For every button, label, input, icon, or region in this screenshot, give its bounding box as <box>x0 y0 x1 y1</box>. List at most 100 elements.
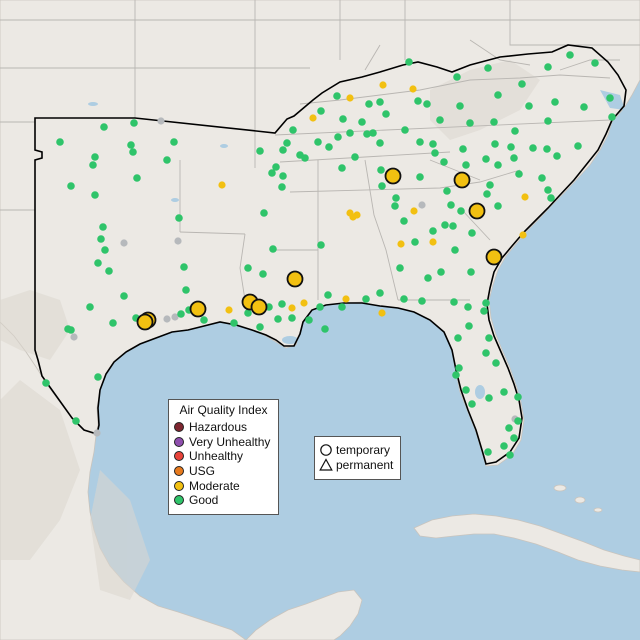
monitor-marker-good[interactable] <box>429 140 437 148</box>
monitor-marker-good[interactable] <box>120 292 128 300</box>
monitor-marker-good[interactable] <box>175 214 183 222</box>
monitor-marker-good[interactable] <box>42 379 50 387</box>
monitor-marker-good[interactable] <box>283 139 291 147</box>
monitor-marker-good[interactable] <box>514 417 522 425</box>
monitor-marker-good[interactable] <box>378 182 386 190</box>
monitor-marker-good[interactable] <box>485 394 493 402</box>
monitor-marker-good[interactable] <box>91 153 99 161</box>
monitor-marker-good[interactable] <box>424 274 432 282</box>
monitor-marker-good[interactable] <box>67 326 75 334</box>
monitor-marker-good[interactable] <box>274 315 282 323</box>
monitor-marker-good[interactable] <box>109 319 117 327</box>
monitor-marker-moderate[interactable] <box>342 295 350 303</box>
monitor-marker-good[interactable] <box>566 51 574 59</box>
monitor-marker-unknown[interactable] <box>93 429 101 437</box>
monitor-marker-good[interactable] <box>453 73 461 81</box>
monitor-marker-good[interactable] <box>363 130 371 138</box>
monitor-marker-good[interactable] <box>94 259 102 267</box>
monitor-marker-good[interactable] <box>507 143 515 151</box>
monitor-marker-good[interactable] <box>269 245 277 253</box>
monitor-marker-good[interactable] <box>544 63 552 71</box>
monitor-marker-good[interactable] <box>525 102 533 110</box>
monitor-marker-moderate[interactable] <box>346 94 354 102</box>
monitor-marker-good[interactable] <box>454 334 462 342</box>
monitor-marker-good[interactable] <box>606 94 614 102</box>
monitor-marker-moderate[interactable] <box>288 304 296 312</box>
monitor-marker-unknown[interactable] <box>418 201 426 209</box>
monitor-marker-good[interactable] <box>177 310 185 318</box>
monitor-marker-good[interactable] <box>511 127 519 135</box>
monitor-marker-moderate[interactable] <box>519 231 527 239</box>
monitor-marker-good[interactable] <box>423 100 431 108</box>
monitor-marker-good[interactable] <box>538 174 546 182</box>
monitor-marker-good[interactable] <box>482 299 490 307</box>
monitor-marker-good[interactable] <box>89 161 97 169</box>
monitor-marker-good[interactable] <box>382 110 390 118</box>
monitor-marker-moderate[interactable] <box>397 240 405 248</box>
monitor-marker-good[interactable] <box>376 289 384 297</box>
monitor-marker-good[interactable] <box>580 103 588 111</box>
monitor-marker-unknown[interactable] <box>120 239 128 247</box>
monitor-marker-good[interactable] <box>278 183 286 191</box>
monitor-marker-good[interactable] <box>67 182 75 190</box>
monitor-marker-moderate[interactable] <box>429 238 437 246</box>
monitor-marker-good[interactable] <box>56 138 64 146</box>
monitor-marker-good[interactable] <box>551 98 559 106</box>
monitor-marker-good[interactable] <box>490 118 498 126</box>
monitor-marker-moderate[interactable] <box>218 181 226 189</box>
monitor-marker-good[interactable] <box>130 119 138 127</box>
monitor-marker-good[interactable] <box>468 400 476 408</box>
monitor-marker-moderate[interactable] <box>521 193 529 201</box>
monitor-marker-moderate[interactable] <box>410 207 418 215</box>
monitor-marker-good[interactable] <box>170 138 178 146</box>
monitor-marker-moderate-large[interactable] <box>136 313 154 331</box>
monitor-marker-good[interactable] <box>494 202 502 210</box>
monitor-marker-good[interactable] <box>455 364 463 372</box>
monitor-marker-good[interactable] <box>544 117 552 125</box>
monitor-marker-good[interactable] <box>99 223 107 231</box>
monitor-marker-good[interactable] <box>324 291 332 299</box>
monitor-marker-good[interactable] <box>510 434 518 442</box>
monitor-marker-good[interactable] <box>163 156 171 164</box>
monitor-marker-good[interactable] <box>317 107 325 115</box>
monitor-marker-good[interactable] <box>436 116 444 124</box>
monitor-marker-good[interactable] <box>514 393 522 401</box>
monitor-marker-good[interactable] <box>492 359 500 367</box>
monitor-marker-good[interactable] <box>608 113 616 121</box>
monitor-marker-good[interactable] <box>416 138 424 146</box>
monitor-marker-good[interactable] <box>506 451 514 459</box>
monitor-marker-good[interactable] <box>447 201 455 209</box>
monitor-marker-good[interactable] <box>314 138 322 146</box>
monitor-marker-good[interactable] <box>484 64 492 72</box>
monitor-marker-good[interactable] <box>182 286 190 294</box>
monitor-marker-good[interactable] <box>72 417 80 425</box>
monitor-marker-good[interactable] <box>97 235 105 243</box>
monitor-marker-good[interactable] <box>86 303 94 311</box>
monitor-marker-good[interactable] <box>200 316 208 324</box>
monitor-marker-good[interactable] <box>369 129 377 137</box>
monitor-marker-good[interactable] <box>401 126 409 134</box>
monitor-marker-good[interactable] <box>317 241 325 249</box>
monitor-marker-good[interactable] <box>334 133 342 141</box>
monitor-marker-good[interactable] <box>91 191 99 199</box>
monitor-marker-moderate-large[interactable] <box>485 248 503 266</box>
monitor-marker-moderate-large[interactable] <box>384 167 402 185</box>
monitor-marker-good[interactable] <box>437 268 445 276</box>
monitor-marker-good[interactable] <box>510 154 518 162</box>
monitor-marker-moderate[interactable] <box>379 81 387 89</box>
monitor-marker-moderate[interactable] <box>225 306 233 314</box>
monitor-marker-good[interactable] <box>515 170 523 178</box>
monitor-marker-good[interactable] <box>465 322 473 330</box>
monitor-marker-good[interactable] <box>346 129 354 137</box>
monitor-marker-moderate-large[interactable] <box>250 298 268 316</box>
monitor-marker-good[interactable] <box>358 118 366 126</box>
monitor-marker-good[interactable] <box>101 246 109 254</box>
monitor-marker-good[interactable] <box>260 209 268 217</box>
monitor-marker-good[interactable] <box>547 194 555 202</box>
monitor-marker-good[interactable] <box>301 154 309 162</box>
monitor-marker-good[interactable] <box>278 300 286 308</box>
monitor-marker-good[interactable] <box>468 229 476 237</box>
monitor-marker-unknown[interactable] <box>70 333 78 341</box>
monitor-marker-good[interactable] <box>416 173 424 181</box>
